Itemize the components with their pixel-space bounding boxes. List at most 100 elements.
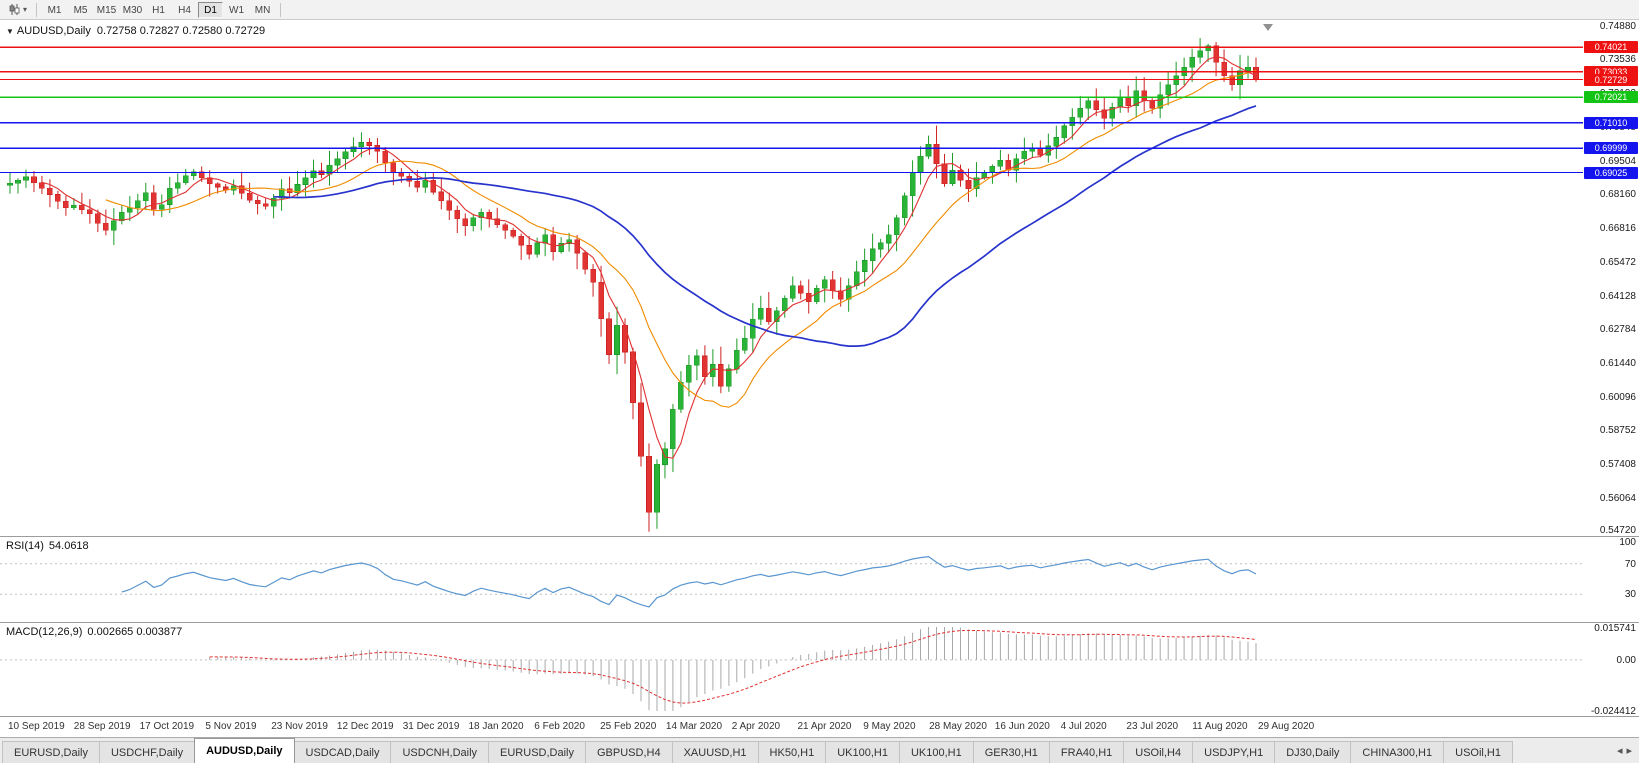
date-axis-label: 23 Nov 2019	[271, 721, 328, 732]
price-line-badge: 0.72021	[1584, 91, 1638, 104]
date-axis-label: 29 Aug 2020	[1258, 721, 1315, 732]
date-axis-label: 2 Apr 2020	[731, 721, 781, 732]
chart-tab-uk100-h1[interactable]: UK100,H1	[825, 741, 900, 763]
rsi-value: 54.0618	[48, 540, 89, 552]
timeframe-button-m1[interactable]: M1	[47, 4, 62, 16]
macd-axis[interactable]: 0.015741 0.00 -0.024412	[1583, 623, 1639, 717]
macd-panel: 0.015741 0.00 -0.024412 MACD(12,26,9) 0.002…	[0, 622, 1639, 717]
chart-tab-xauusd-h1[interactable]: XAUUSD,H1	[671, 741, 759, 763]
chevron-down-icon: ▾	[23, 5, 28, 14]
chart-collapse-icon[interactable]: ▼	[6, 27, 14, 36]
candlestick-plot[interactable]	[0, 20, 1583, 536]
chart-type-button[interactable]: ▾	[4, 2, 31, 18]
macd-axis-label: 0.00	[1616, 654, 1636, 666]
price-axis-label: 0.56064	[1599, 492, 1636, 504]
price-axis-label: 0.64128	[1599, 290, 1636, 302]
macd-label: MACD(12,26,9) 0.002665 0.003877	[6, 626, 187, 638]
chart-tab-ger30-h1[interactable]: GER30,H1	[972, 741, 1050, 763]
chart-tab-usdchf-daily[interactable]: USDCHF,Daily	[98, 741, 196, 763]
chart-tabs: EURUSD,Daily USDCHF,Daily AUDUSD,Daily USDC…	[0, 738, 1610, 763]
price-line-badge: 0.74021	[1584, 41, 1638, 54]
rsi-name: RSI(14)	[6, 540, 44, 552]
price-axis-label: 0.74880	[1599, 20, 1636, 32]
timeframe-button-w1[interactable]: W1	[229, 4, 245, 16]
date-axis-label: 12 Dec 2019	[336, 721, 394, 732]
price-axis-label: 0.61440	[1599, 357, 1636, 369]
rsi-plot[interactable]	[0, 537, 1583, 623]
price-axis-label: 0.58752	[1599, 425, 1636, 437]
macd-axis-label: -0.024412	[1590, 706, 1636, 717]
chart-tab-usdcad-daily[interactable]: USDCAD,Daily	[293, 741, 392, 763]
price-axis-label: 0.54720	[1599, 525, 1636, 536]
date-axis-label: 23 Jul 2020	[1126, 721, 1179, 732]
macd-axis-label: 0.015741	[1594, 623, 1636, 634]
chart-tab-usdcnh-daily[interactable]: USDCNH,Daily	[390, 741, 490, 763]
chart-tab-china300-h1[interactable]: CHINA300,H1	[1350, 741, 1445, 763]
tab-scroll-left-icon[interactable]: ◂	[1616, 745, 1623, 757]
date-axis-label: 5 Nov 2019	[205, 721, 257, 732]
macd-plot[interactable]	[0, 623, 1583, 717]
date-axis-label: 21 Apr 2020	[797, 721, 852, 732]
macd-value: 0.002665 0.003877	[87, 626, 183, 638]
candlestick-icon	[9, 4, 20, 15]
timeframe-button-m30[interactable]: M30	[122, 4, 143, 16]
chart-tab-dj30-daily[interactable]: DJ30,Daily	[1274, 741, 1352, 763]
date-axis-label: 14 Mar 2020	[665, 721, 723, 732]
chart-tab-hk50-h1[interactable]: HK50,H1	[757, 741, 827, 763]
chart-tab-gbpusd-h4[interactable]: GBPUSD,H4	[585, 741, 673, 763]
date-axis-label: 9 May 2020	[863, 721, 916, 732]
chart-tab-eurusd-daily[interactable]: EURUSD,Daily	[2, 741, 100, 763]
main-price-axis[interactable]: 0.748800.735360.721920.708480.695040.681…	[1583, 20, 1639, 536]
date-axis-label: 18 Jan 2020	[468, 721, 524, 732]
date-axis-label: 28 Sep 2019	[73, 721, 131, 732]
rsi-label: RSI(14) 54.0618	[6, 540, 94, 552]
tab-scroll-right-icon[interactable]: ▸	[1626, 745, 1632, 757]
price-line-badge: 0.71010	[1584, 116, 1638, 129]
price-line-badge: 0.72729	[1584, 73, 1638, 86]
price-axis-label: 0.68160	[1599, 189, 1636, 201]
macd-name: MACD(12,26,9)	[6, 626, 83, 638]
date-axis-label: 11 Aug 2020	[1192, 721, 1248, 732]
chart-tab-audusd-daily[interactable]: AUDUSD,Daily	[194, 738, 295, 763]
date-axis-label: 6 Feb 2020	[534, 721, 585, 732]
date-axis[interactable]: 10 Sep 2019 28 Sep 2019 17 Oct 2019 5 Nov 2…	[0, 716, 1639, 737]
date-axis-label: 25 Feb 2020	[600, 721, 657, 732]
price-axis-label: 0.69504	[1599, 155, 1636, 167]
date-axis-label: 10 Sep 2019	[8, 721, 65, 732]
tab-nav: ◂ ▸	[1610, 738, 1639, 763]
chart-shift-marker	[1263, 24, 1273, 31]
date-axis-label: 17 Oct 2019	[139, 721, 195, 732]
timeframe-toolbar: ▾ M1 M5 M15 M30 H1 H4 D1 W1 MN	[0, 0, 1639, 20]
toolbar-separator	[36, 2, 38, 17]
timeframe-button-m15[interactable]: M15	[96, 4, 117, 16]
date-axis-label: 4 Jul 2020	[1060, 721, 1107, 732]
chart-tab-fra40-h1[interactable]: FRA40,H1	[1048, 741, 1125, 763]
price-axis-label: 0.66816	[1599, 223, 1636, 234]
chart-title: ▼ AUDUSD,Daily 0.72758 0.72827 0.72580 0.7…	[6, 25, 265, 37]
chart-tab-usoil-h4[interactable]: USOil,H4	[1123, 741, 1194, 763]
main-chart-panel: 0.748800.735360.721920.708480.695040.681…	[0, 20, 1639, 536]
chart-tab-uk100-h1[interactable]: UK100,H1	[898, 741, 974, 763]
toolbar-separator	[280, 2, 282, 17]
price-axis-label: 0.73536	[1599, 54, 1636, 66]
timeframe-button-h4[interactable]: H4	[178, 4, 191, 16]
chart-symbol: AUDUSD,Daily	[16, 25, 91, 37]
price-axis-label: 0.60096	[1599, 391, 1636, 403]
date-axis-label: 28 May 2020	[929, 721, 987, 732]
chart-ohlc: 0.72758 0.72827 0.72580 0.72729	[96, 25, 266, 37]
chart-tab-usoil-h1[interactable]: USOil,H1	[1443, 741, 1513, 763]
rsi-axis-label: 70	[1624, 558, 1636, 570]
rsi-axis-label: 30	[1624, 589, 1636, 601]
timeframe-button-m5[interactable]: M5	[73, 4, 88, 16]
timeframe-button-d1[interactable]: D1	[198, 1, 224, 18]
chart-tab-usdjpy-h1[interactable]: USDJPY,H1	[1192, 741, 1276, 763]
rsi-axis-label: 100	[1619, 537, 1636, 548]
price-axis-label: 0.62784	[1599, 324, 1636, 336]
timeframe-button-mn[interactable]: MN	[254, 4, 271, 16]
price-line-badge: 0.69025	[1584, 166, 1638, 179]
chart-tab-eurusd-daily[interactable]: EURUSD,Daily	[488, 741, 586, 763]
timeframe-button-h1[interactable]: H1	[152, 4, 165, 16]
rsi-axis[interactable]: 100 70 30	[1583, 537, 1639, 622]
date-axis-label: 31 Dec 2019	[402, 721, 460, 732]
chart-tab-bar: EURUSD,Daily USDCHF,Daily AUDUSD,Daily USDC…	[0, 737, 1639, 763]
